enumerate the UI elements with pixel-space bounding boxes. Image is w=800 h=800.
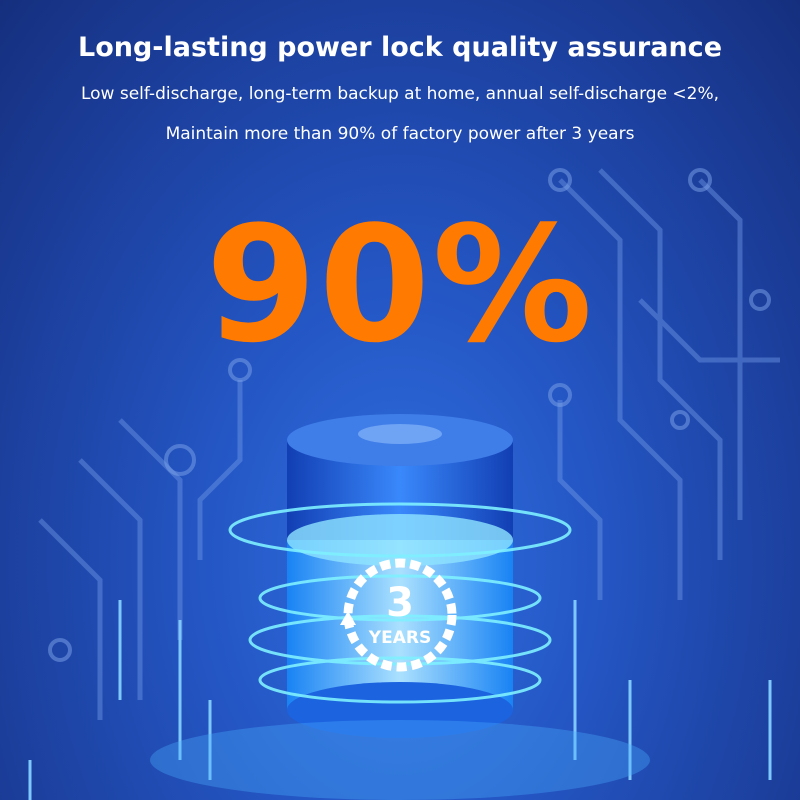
subtitle-line-2: Maintain more than 90% of factory power … (165, 124, 635, 144)
years-label: YEARS (368, 628, 432, 648)
percentage-highlight: 90% (205, 191, 595, 378)
battery-graphic (150, 414, 650, 800)
energy-rings (228, 502, 572, 704)
years-number: 3 (386, 580, 414, 626)
subtitle-line-1: Low self-discharge, long-term backup at … (80, 84, 720, 104)
cycle-arrow-icon (343, 558, 457, 672)
headline: Long-lasting power lock quality assuranc… (77, 32, 723, 63)
